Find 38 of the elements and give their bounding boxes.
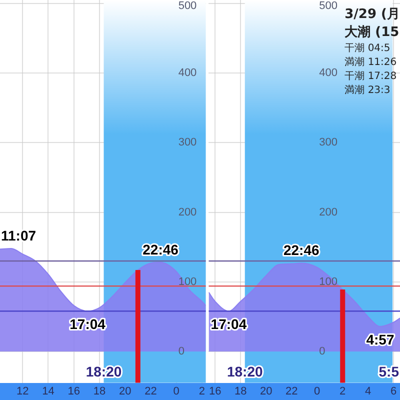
- y-tick-label: 300: [178, 136, 197, 149]
- annotation: 干潮 17:28: [344, 70, 398, 84]
- annotation: 17:04: [210, 316, 247, 332]
- x-tick-label: 22: [285, 385, 298, 398]
- x-tick-label: 18: [234, 385, 247, 398]
- x-tick-label: 14: [42, 385, 54, 398]
- annotation: 大潮 (15: [344, 24, 400, 42]
- x-tick-label: 20: [260, 385, 272, 398]
- y-tick-label: 300: [319, 136, 338, 149]
- x-tick-label: 6: [390, 385, 397, 398]
- annotation: 3/29 (月: [344, 6, 400, 24]
- y-tick-label: 400: [178, 67, 197, 80]
- annotation: 11:07: [0, 227, 36, 244]
- annotation: 満潮 23:3: [344, 84, 392, 98]
- annotation: 満潮 11:26: [344, 56, 398, 70]
- y-tick-label: 0: [178, 346, 184, 358]
- x-tick-label: 2: [340, 385, 346, 398]
- annotation: 22:46: [142, 241, 179, 258]
- x-tick-label: 18: [93, 385, 106, 398]
- annotation: 干潮 04:5: [344, 42, 392, 56]
- x-tick-label: 12: [16, 385, 29, 398]
- x-tick-label: 2: [198, 385, 206, 398]
- y-tick-label: 200: [319, 206, 338, 218]
- y-tick-label: 400: [319, 67, 338, 80]
- annotation: 17:04: [70, 316, 106, 332]
- x-tick-label: 20: [118, 385, 132, 398]
- annotation: 4:57: [366, 331, 394, 348]
- y-tick-label: 100: [178, 276, 197, 288]
- x-tick-label: 4: [365, 385, 372, 398]
- y-tick-label: 0: [319, 346, 326, 358]
- x-tick-label: 16: [68, 385, 80, 398]
- annotation: 22:46: [283, 242, 320, 258]
- y-tick-label: 200: [178, 206, 197, 218]
- y-tick-label: 100: [319, 276, 338, 288]
- x-tick-label: 22: [144, 385, 157, 398]
- y-tick-label: 500: [319, 0, 338, 12]
- x-tick-label: 16: [208, 385, 222, 398]
- y-tick-label: 500: [178, 0, 197, 12]
